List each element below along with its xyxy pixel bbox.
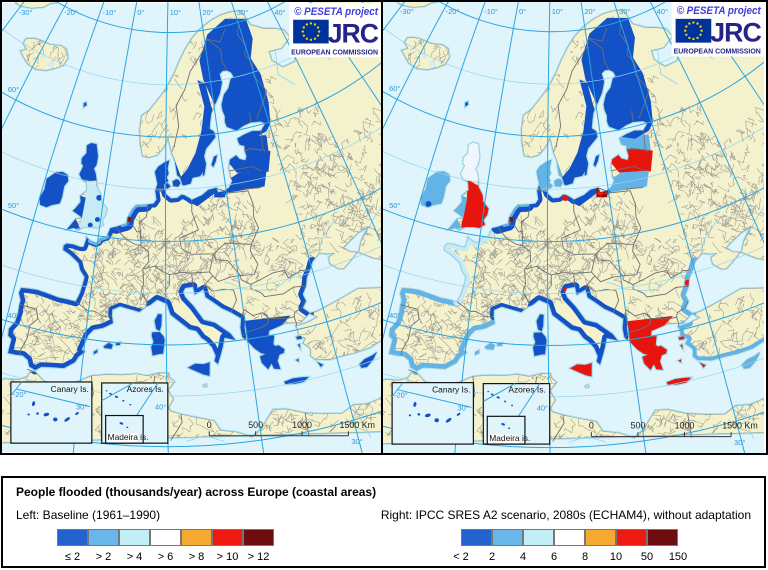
svg-text:Madeira is.: Madeira is.: [108, 432, 149, 442]
svg-text:-20°: -20°: [13, 390, 27, 399]
svg-text:10°: 10°: [552, 7, 563, 16]
svg-text:20°: 20°: [202, 8, 213, 17]
svg-text:-20°: -20°: [64, 8, 78, 17]
svg-text:JRC: JRC: [710, 18, 761, 48]
svg-text:Madeira is.: Madeira is.: [489, 433, 530, 443]
svg-text:-30°: -30°: [19, 8, 33, 17]
svg-text:0°: 0°: [519, 7, 526, 16]
svg-text:50°: 50°: [389, 201, 400, 210]
svg-text:JRC: JRC: [328, 18, 379, 48]
svg-text:30°: 30°: [619, 7, 630, 16]
svg-text:60°: 60°: [8, 85, 19, 94]
svg-text:Azores Is.: Azores Is.: [508, 385, 545, 395]
svg-text:30°: 30°: [734, 438, 745, 447]
svg-text:40°: 40°: [657, 7, 668, 16]
svg-text:-10°: -10°: [103, 8, 117, 17]
svg-text:0: 0: [207, 420, 212, 430]
svg-text:40°: 40°: [155, 403, 166, 412]
svg-text:Azores Is.: Azores Is.: [127, 384, 164, 394]
svg-text:500: 500: [248, 420, 263, 430]
svg-text:© PESETA project: © PESETA project: [294, 6, 378, 18]
svg-text:40°: 40°: [389, 311, 400, 320]
svg-text:1500 Km: 1500 Km: [722, 421, 758, 431]
svg-text:500: 500: [630, 421, 645, 431]
svg-text:Canary Is.: Canary Is.: [432, 385, 470, 395]
svg-text:50°: 50°: [8, 201, 19, 210]
svg-text:-10°: -10°: [484, 7, 498, 16]
svg-text:40°: 40°: [8, 311, 19, 320]
svg-text:1000: 1000: [292, 420, 312, 430]
svg-text:1000: 1000: [675, 421, 695, 431]
svg-text:-30°: -30°: [400, 7, 414, 16]
svg-text:EUROPEAN COMMISSION: EUROPEAN COMMISSION: [291, 47, 378, 56]
svg-text:© PESETA project: © PESETA project: [677, 5, 762, 17]
svg-text:1500 Km: 1500 Km: [340, 420, 376, 430]
svg-text:0°: 0°: [137, 8, 144, 17]
svg-text:-20°: -20°: [394, 390, 408, 399]
svg-text:Canary Is.: Canary Is.: [51, 384, 89, 394]
svg-text:40°: 40°: [274, 8, 285, 17]
svg-text:40°: 40°: [537, 403, 548, 412]
svg-text:30°: 30°: [76, 403, 87, 412]
svg-text:EUROPEAN COMMISSION: EUROPEAN COMMISSION: [674, 47, 761, 56]
svg-text:30°: 30°: [237, 8, 248, 17]
svg-text:30°: 30°: [351, 437, 362, 446]
svg-text:-20°: -20°: [446, 7, 460, 16]
svg-text:60°: 60°: [389, 84, 400, 93]
svg-text:0: 0: [589, 421, 594, 431]
svg-text:10°: 10°: [170, 8, 181, 17]
svg-text:30°: 30°: [458, 403, 469, 412]
svg-text:20°: 20°: [584, 7, 595, 16]
